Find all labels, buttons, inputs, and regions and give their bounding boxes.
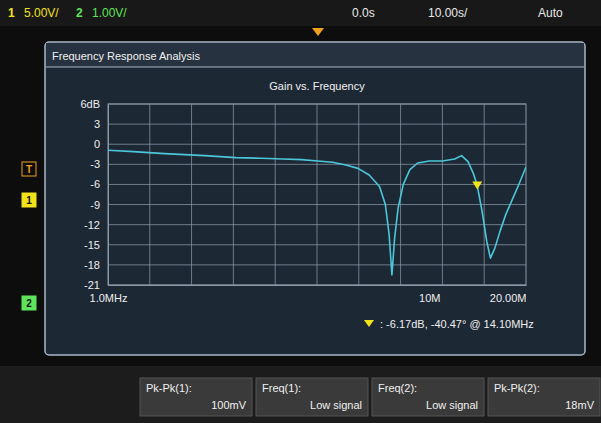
- screen: 1 5.00V/2 1.00V/0.0s 10.00s/Auto T 1 2 Frequenc…: [0, 0, 601, 423]
- top-bar-text: 2: [76, 6, 83, 20]
- measurement: Pk-Pk(1): 100mV: [140, 378, 252, 416]
- y-tick-label: -12: [84, 219, 100, 231]
- measurement-cell: [488, 378, 600, 416]
- y-tick-label: 0: [94, 138, 100, 150]
- x-tick: 20.00M: [490, 285, 527, 304]
- x-grid-line: [442, 104, 443, 285]
- top-bar-text: 1.00V/: [92, 6, 127, 20]
- x-tick: 10M: [419, 285, 440, 304]
- x-grid-line: [484, 104, 485, 285]
- top-bar-text: Auto: [538, 6, 563, 20]
- plot-frame: [108, 104, 526, 285]
- y-tick: -15: [84, 239, 108, 251]
- y-axis-line: [108, 105, 109, 286]
- measurement-value: 100mV: [211, 399, 247, 411]
- background: [0, 0, 601, 423]
- y-tick: 6dB: [80, 98, 108, 110]
- y-tick-label: -6: [90, 178, 100, 190]
- measurement-value: Low signal: [426, 399, 478, 411]
- measurement-cell: [372, 378, 484, 416]
- y-tick: -9: [90, 199, 108, 211]
- x-grid-line: [275, 104, 276, 285]
- channel-marker: 1: [22, 193, 36, 207]
- y-tick: -21: [84, 279, 108, 291]
- top-bar-text: 0.0s: [352, 6, 375, 20]
- y-tick-label: -18: [84, 259, 100, 271]
- x-tick-label: 20.00M: [490, 292, 527, 304]
- marker: [472, 182, 482, 190]
- x-grid-line: [358, 104, 359, 285]
- x-grid-line: [233, 104, 234, 285]
- y-tick: 3: [94, 118, 108, 130]
- top-bar-text: 1: [8, 6, 15, 20]
- top-bar: [0, 0, 601, 26]
- panel-title-rule: [46, 67, 584, 68]
- x-grid-line: [191, 104, 192, 285]
- y-tick: -12: [84, 219, 108, 231]
- measurement-label: Freq(1):: [262, 382, 301, 394]
- channel-marker-label: T: [26, 164, 32, 175]
- channel-marker-box: [22, 162, 36, 176]
- x-tick-label: 10M: [419, 292, 440, 304]
- measurement-value: 18mV: [565, 399, 594, 411]
- y-tick: -3: [90, 158, 108, 170]
- x-axis: 1.0MHz 10M 20.00M: [90, 285, 527, 304]
- bottom-bar: [0, 366, 601, 423]
- channel-marker-label: 2: [26, 298, 32, 309]
- x-tick-label: 1.0MHz: [90, 292, 128, 304]
- panel-title-bar: [46, 43, 584, 67]
- y-tick-label: 6dB: [80, 98, 100, 110]
- y-tick: -6: [90, 178, 108, 190]
- y-tick-label: -9: [90, 199, 100, 211]
- measurement: Pk-Pk(2): 18mV: [488, 378, 600, 416]
- measurement-cell: [256, 378, 368, 416]
- marker-readout: : -6.17dB, -40.47° @ 14.10MHz: [380, 318, 534, 330]
- top-bar-text: 5.00V/: [24, 6, 59, 20]
- panel-title: Frequency Response Analysis: [52, 50, 200, 62]
- measurement-label: Pk-Pk(2):: [494, 382, 540, 394]
- x-tick: 1.0MHz: [90, 285, 128, 304]
- panel: [45, 42, 585, 355]
- channel-marker: 2: [22, 296, 36, 310]
- grid: [108, 104, 526, 285]
- measurement: Freq(1): Low signal: [256, 378, 368, 416]
- measurement-value: Low signal: [310, 399, 362, 411]
- gain-line: [108, 150, 526, 275]
- x-axis-line: [109, 285, 527, 286]
- plot-data: [108, 150, 526, 275]
- measurement: Freq(2): Low signal: [372, 378, 484, 416]
- chart-title: Gain vs. Frequency: [269, 80, 365, 92]
- channel-marker-box: [22, 193, 36, 207]
- y-tick-label: -3: [90, 158, 100, 170]
- y-tick: 0: [94, 138, 108, 150]
- channel-marker: T: [22, 162, 36, 176]
- readout-marker-glyph: [364, 320, 374, 327]
- measurement-label: Pk-Pk(1):: [146, 382, 192, 394]
- channel-marker-label: 1: [26, 195, 32, 206]
- top-bar-text: 10.00s/: [428, 6, 468, 20]
- y-axis: 6dB 3 0 -3 -6 -9 -12 -15 -18 -21: [80, 98, 108, 291]
- y-tick-label: -21: [84, 279, 100, 291]
- measurement-label: Freq(2):: [378, 382, 417, 394]
- y-tick: -18: [84, 259, 108, 271]
- y-tick-label: -15: [84, 239, 100, 251]
- measurement-cell: [140, 378, 252, 416]
- y-tick-label: 3: [94, 118, 100, 130]
- trigger-pointer: [312, 28, 324, 36]
- channel-marker-box: [22, 296, 36, 310]
- x-grid-line: [149, 104, 150, 285]
- x-grid-line: [316, 104, 317, 285]
